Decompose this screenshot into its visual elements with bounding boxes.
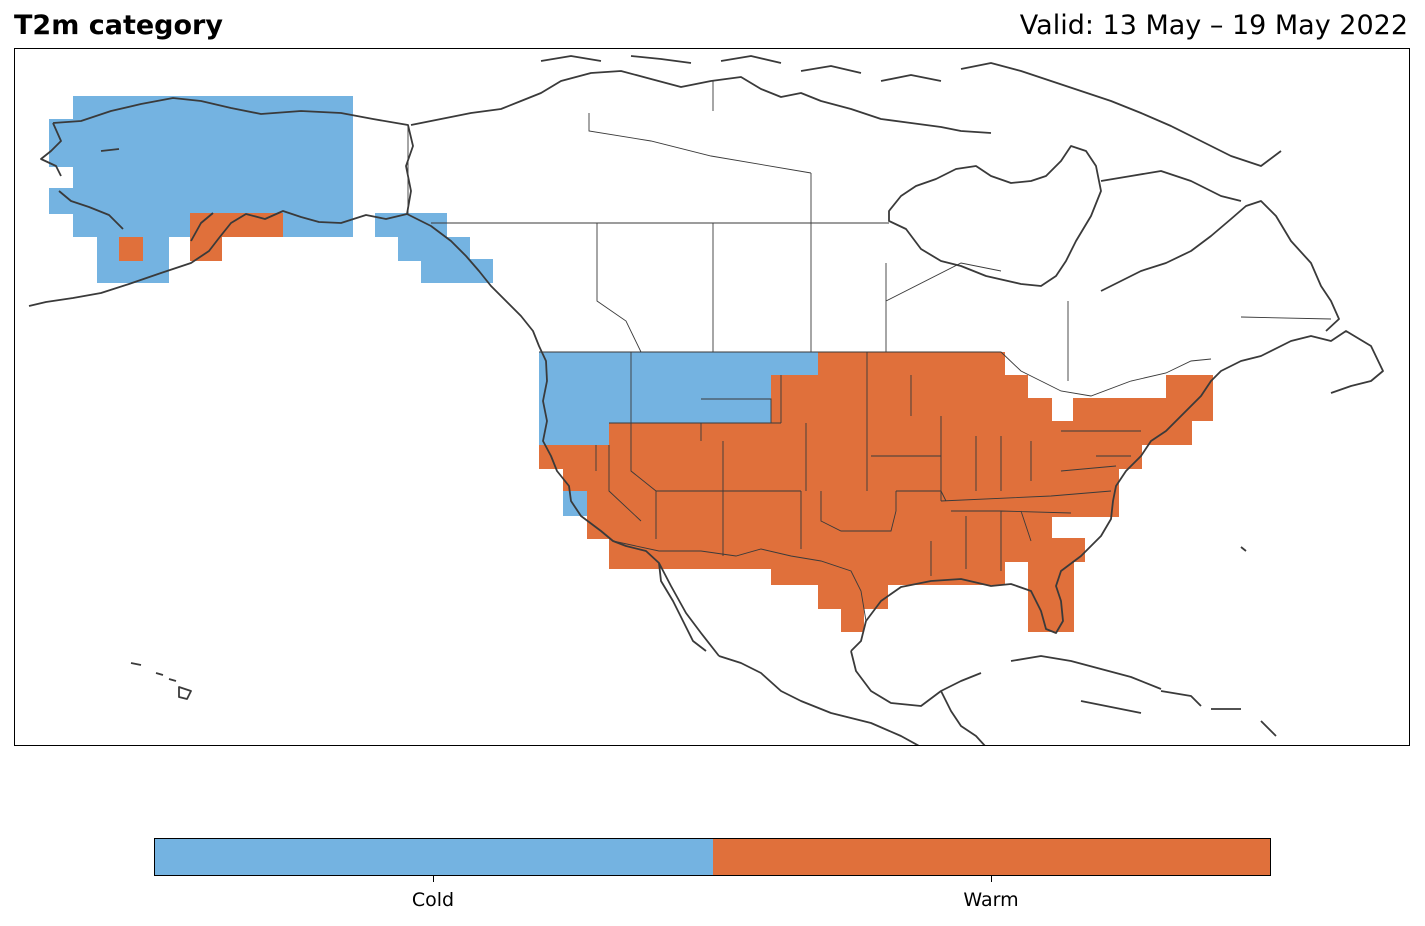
cell-warm <box>119 237 143 261</box>
coastline-hudson <box>888 145 1102 287</box>
colorbar-tick-warm <box>991 876 992 882</box>
conus-cells <box>539 352 1213 632</box>
cell-warm <box>656 539 701 561</box>
cell-cold <box>421 259 493 283</box>
colorbar-warm-swatch <box>712 839 1270 875</box>
cell-warm <box>563 469 609 491</box>
colorbar-tick-cold <box>433 876 434 882</box>
map-canvas <box>28 55 1384 745</box>
colorbar-label-cold: Cold <box>411 889 455 911</box>
coastline-gulf <box>850 330 1384 707</box>
cell-warm <box>1028 562 1074 632</box>
coastline-arctic <box>410 55 1282 202</box>
cell-warm <box>1073 398 1143 421</box>
map-title: T2m category <box>14 10 223 41</box>
canada-province-borders <box>431 81 1332 381</box>
alaska-cells <box>49 96 493 283</box>
cell-warm <box>1005 398 1052 538</box>
cell-warm <box>1143 398 1213 421</box>
coastline-alaska <box>28 97 414 307</box>
us-state-borders <box>595 352 1141 576</box>
cell-cold <box>563 491 587 516</box>
cell-warm <box>818 352 1005 562</box>
cell-warm <box>587 491 609 539</box>
coastline-west <box>406 213 920 745</box>
coastline-labrador <box>1100 200 1340 332</box>
valid-period: Valid: 13 May – 19 May 2022 <box>1019 10 1408 41</box>
cell-warm <box>1166 375 1213 398</box>
coastline-hawaii <box>130 662 192 700</box>
cell-cold <box>539 423 609 445</box>
coastline-caribbean <box>1010 546 1277 737</box>
cell-warm <box>1005 538 1085 562</box>
cell-warm <box>1005 375 1028 398</box>
cell-warm <box>841 609 864 632</box>
map-panel <box>14 48 1410 746</box>
cell-warm <box>539 445 609 469</box>
us-canada-border <box>407 125 1212 397</box>
coastline-yucatan <box>940 690 986 745</box>
colorbar-cold-swatch <box>155 839 713 875</box>
cell-warm <box>1052 421 1192 445</box>
political-borders <box>407 81 1332 622</box>
cell-warm <box>771 375 818 423</box>
cell-warm <box>818 585 888 609</box>
colorbar-label-warm: Warm <box>963 889 1019 911</box>
colorbar <box>154 838 1271 876</box>
us-mexico-border <box>612 540 867 622</box>
coastlines <box>28 55 1384 745</box>
cell-warm <box>609 423 818 569</box>
cell-cold <box>49 119 75 167</box>
cell-warm <box>1052 445 1142 469</box>
